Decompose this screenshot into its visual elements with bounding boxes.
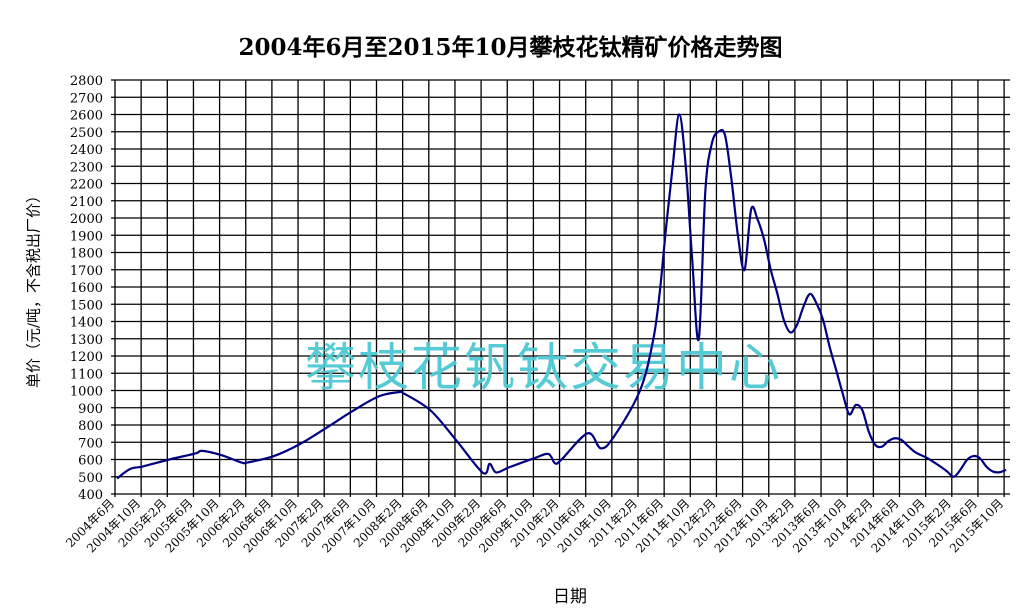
x-axis-label: 日期 <box>553 587 587 607</box>
y-tick-label: 2700 <box>70 91 103 106</box>
y-tick-label: 2200 <box>70 178 103 193</box>
y-tick-label: 2300 <box>70 160 103 175</box>
y-tick-label: 1100 <box>70 367 103 382</box>
y-tick-label: 2100 <box>70 195 103 210</box>
price-line <box>116 113 1007 480</box>
y-tick-label: 2600 <box>70 109 103 124</box>
y-tick-label: 1500 <box>70 298 103 313</box>
y-tick-label: 1900 <box>70 229 103 244</box>
y-tick-label: 1600 <box>70 281 103 296</box>
y-axis-label: 单价（元/吨，不含税出厂价） <box>24 187 43 389</box>
y-tick-label: 2000 <box>70 212 103 227</box>
watermark-text: 攀枝花钒钛交易中心 <box>305 339 783 398</box>
y-tick-label: 1400 <box>70 316 103 331</box>
y-tick-label: 600 <box>78 454 103 469</box>
y-tick-label: 2400 <box>70 143 103 158</box>
y-tick-label: 400 <box>78 488 103 503</box>
y-tick-label: 1700 <box>70 264 103 279</box>
y-tick-label: 1800 <box>70 247 103 262</box>
y-tick-label: 900 <box>78 402 103 417</box>
y-axis-ticks: 400 500 600 700 800 900 1000 1100 1200 1300 1400 15… <box>70 74 103 503</box>
y-tick-label: 500 <box>78 471 103 486</box>
chart-title: 2004年6月至2015年10月攀枝花钛精矿价格走势图 <box>238 34 783 61</box>
y-tick-label: 2800 <box>70 74 103 89</box>
y-tick-label: 1000 <box>70 385 103 400</box>
y-tick-label: 1300 <box>70 333 103 348</box>
y-tick-label: 800 <box>78 419 103 434</box>
y-tick-label: 1200 <box>70 350 103 365</box>
y-tick-label: 2500 <box>70 126 103 141</box>
y-tick-label: 700 <box>78 436 103 451</box>
